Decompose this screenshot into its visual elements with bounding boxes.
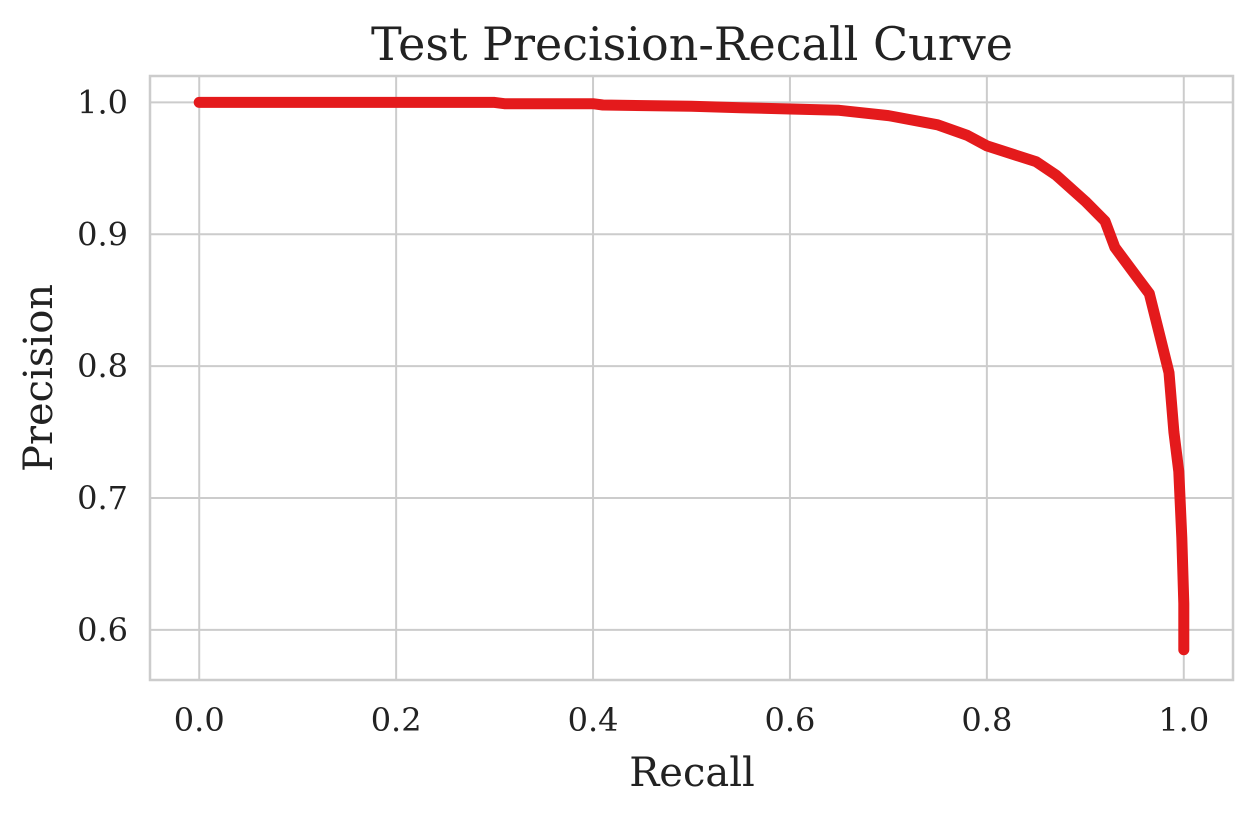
x-tick-label: 0.8 (961, 701, 1012, 739)
y-tick-label: 0.7 (77, 479, 128, 517)
x-axis-label: Recall (629, 750, 755, 796)
y-tick-label: 1.0 (77, 83, 128, 121)
precision-recall-line (193, 96, 1190, 656)
y-axis-label: Precision (16, 284, 62, 472)
y-tick-label: 0.6 (77, 611, 128, 649)
chart-title: Test Precision-Recall Curve (371, 17, 1013, 71)
plot-area (148, 74, 1235, 682)
x-tick-label: 0.6 (765, 701, 816, 739)
x-tick-label: 0.4 (568, 701, 619, 739)
x-tick-label: 1.0 (1158, 701, 1209, 739)
curve-layer (193, 96, 1190, 656)
grid (150, 76, 1233, 680)
tick-labels: 0.0 0.2 0.4 0.6 0.8 1.0 0.6 0.7 0.8 0.9 1.0 (77, 83, 1209, 739)
y-tick-label: 0.9 (77, 215, 128, 253)
x-tick-label: 0.2 (371, 701, 422, 739)
y-tick-label: 0.8 (77, 347, 128, 385)
x-tick-label: 0.0 (174, 701, 225, 739)
